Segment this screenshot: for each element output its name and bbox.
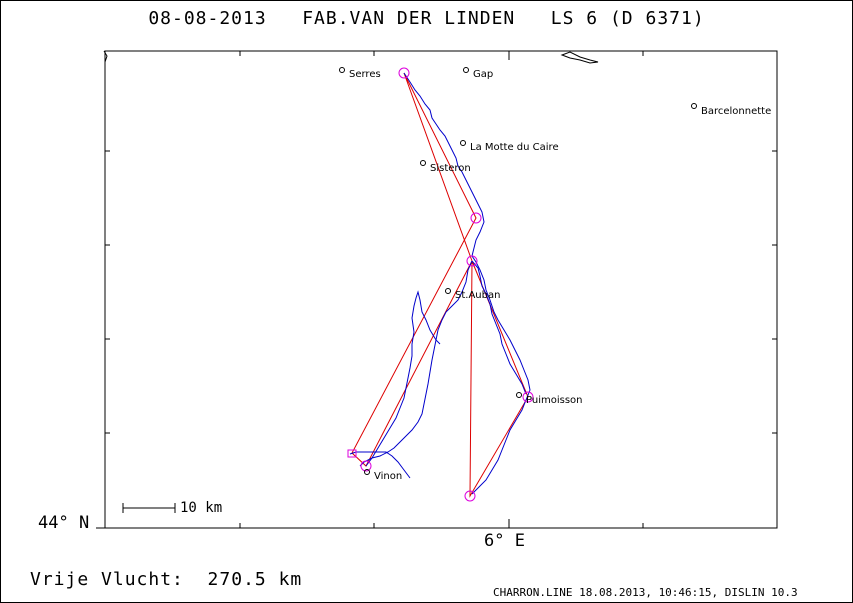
place-label-barcelonnette: Barcelonnette	[701, 106, 771, 117]
flight-title: 08-08-2013 FAB.VAN DER LINDEN LS 6 (D 63…	[148, 8, 705, 29]
border-outline	[103, 50, 108, 63]
turnpoint-marker	[464, 490, 476, 502]
place-markers	[339, 67, 697, 475]
place-labels: Serres Gap Barcelonnette La Motte du Cai…	[349, 69, 771, 482]
place-label-st-auban: St.Auban	[455, 290, 500, 301]
plot-border	[104, 50, 778, 529]
turnpoints	[347, 67, 534, 502]
latitude-label: 44° N	[38, 513, 90, 533]
turnpoint-marker	[398, 67, 410, 79]
scale-bar	[122, 503, 176, 513]
gps-track	[349, 72, 531, 495]
turnpoint-marker	[470, 212, 482, 224]
place-label-puimoisson: Puimoisson	[526, 395, 582, 406]
free-flight-distance: Vrije Vlucht: 270.5 km	[30, 569, 303, 590]
place-label-sisteron: Sisteron	[430, 163, 471, 174]
start-marker	[347, 449, 357, 458]
lake-outline	[560, 51, 599, 64]
place-label-serres: Serres	[349, 69, 381, 80]
place-label-la-motte-du-caire: La Motte du Caire	[470, 142, 559, 153]
longitude-label: 6° E	[484, 531, 525, 551]
footer-info: CHARRON.LINE 18.08.2013, 10:46:15, DISLI…	[493, 586, 798, 599]
turnpoint-marker	[466, 255, 478, 267]
place-label-gap: Gap	[473, 69, 493, 80]
scale-bar-label: 10 km	[180, 500, 223, 516]
task-lines	[351, 72, 529, 498]
turnpoint-marker	[360, 460, 372, 472]
place-label-vinon: Vinon	[374, 471, 402, 482]
turnpoint-marker	[522, 391, 534, 403]
axis-ticks	[96, 51, 777, 529]
